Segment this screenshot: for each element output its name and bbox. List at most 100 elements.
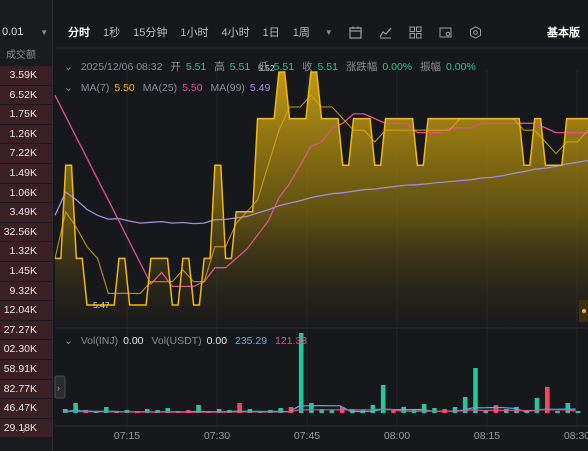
ma99-value: 5.49 xyxy=(249,82,271,94)
tab-1w[interactable]: 1周 xyxy=(292,27,310,39)
ma25-line xyxy=(54,95,588,288)
volume-row: ⌄ Vol(INJ) 0.00 Vol(USDT) 0.00 235.29 121.… xyxy=(64,335,312,347)
scroll-handle[interactable]: › xyxy=(54,375,66,399)
time-axis-label: 08:15 xyxy=(473,430,501,442)
volume-bar xyxy=(237,403,242,413)
turnover-row: 1.45K xyxy=(0,261,52,282)
volume-bar xyxy=(534,398,540,413)
vol-ma-a-value: 235.29 xyxy=(234,335,268,347)
turnover-row: 9.32K xyxy=(0,281,52,302)
tab-4h[interactable]: 4小时 xyxy=(221,27,250,39)
compare-icon[interactable] xyxy=(439,25,453,39)
turnover-row: 02.30K xyxy=(0,340,52,360)
volume-bar xyxy=(380,385,386,413)
ma25-label: MA(25) xyxy=(142,82,178,94)
vol-collapse-icon[interactable]: ⌄ xyxy=(64,335,73,347)
tab-1h[interactable]: 1小时 xyxy=(180,27,209,39)
volume-bar xyxy=(145,409,150,413)
chevron-right-icon[interactable]: › xyxy=(22,423,26,437)
settings-icon[interactable] xyxy=(469,25,483,39)
turnover-row: 27.27K xyxy=(0,320,52,341)
volume-bar xyxy=(370,405,376,413)
tab-1s[interactable]: 1秒 xyxy=(103,27,121,39)
indicator-icon[interactable] xyxy=(379,25,393,39)
time-axis-label: 08:30 xyxy=(563,430,588,442)
volume-bar xyxy=(473,368,478,413)
close-value: 5.51 xyxy=(317,61,338,73)
svg-text:›: › xyxy=(57,383,60,393)
more-intervals-icon[interactable]: ▼ xyxy=(324,27,333,37)
vol-inj-label: Vol(INJ) xyxy=(80,335,119,347)
tab-15m[interactable]: 15分钟 xyxy=(133,27,168,39)
turnover-row: 46.47K xyxy=(0,399,52,419)
tab-1d[interactable]: 1日 xyxy=(262,27,280,39)
collapse-chevron-icon[interactable]: ⌄ xyxy=(64,61,73,73)
vol-ma-b-value: 121.33 xyxy=(275,335,308,347)
change-label: 涨跌幅 xyxy=(345,61,378,73)
volume-bar xyxy=(298,333,304,413)
turnover-row: 7.22K xyxy=(0,144,52,164)
ma99-label: MA(99) xyxy=(210,82,245,94)
tab-timeline[interactable]: 分时 xyxy=(68,27,90,39)
volume-bar xyxy=(483,410,489,413)
turnover-row: 12.04K xyxy=(0,301,52,321)
vol-usdt-label: Vol(USDT) xyxy=(151,335,202,347)
left-panel: 0.01 ▼ 成交额 3.59K 6.52K 1.75K 1.26K 7.22K 1.49… xyxy=(0,0,53,451)
volume-bar xyxy=(575,411,581,413)
turnover-row: 1.26K xyxy=(0,124,52,145)
ma-row: ⌄ MA(7) 5.50 MA(25) 5.50 MA(99) 5.49 xyxy=(64,82,275,94)
volume-ma-line-b xyxy=(62,408,576,413)
high-value: 5.51 xyxy=(229,61,251,73)
volume-bar xyxy=(565,403,571,413)
ohlc-date: 2025/12/06 08:32 xyxy=(80,61,163,73)
chevron-down-icon: ▼ xyxy=(40,27,48,37)
time-axis-label: 08:00 xyxy=(383,430,411,442)
volume-bar xyxy=(309,403,314,413)
open-label: 开 xyxy=(170,61,181,73)
time-axis-label: 07:15 xyxy=(113,430,141,442)
interval-toolbar: 分时 1秒 15分钟 1小时 4小时 1日 1周 ▼ 基本版 xyxy=(55,18,588,46)
amplitude-value: 0.00% xyxy=(446,61,476,73)
volume-ma-line-a xyxy=(62,404,576,413)
time-axis-label: 07:30 xyxy=(203,430,231,442)
turnover-list: 3.59K 6.52K 1.75K 1.26K 7.22K 1.49K 1.06K 3.49K… xyxy=(0,66,52,439)
high-marker-label: 5.52 xyxy=(258,63,275,73)
turnover-row: 29.18K xyxy=(0,418,52,439)
volume-bar xyxy=(555,411,560,413)
volume-bar xyxy=(452,407,458,413)
vol-inj-value: 0.00 xyxy=(123,335,144,347)
turnover-row: 6.52K xyxy=(0,85,52,106)
basic-version-button[interactable]: 基本版 xyxy=(547,27,580,39)
ma7-label: MA(7) xyxy=(80,82,110,94)
low-marker-label: 5.47 xyxy=(93,300,110,310)
amplitude-label: 振幅 xyxy=(420,61,442,73)
turnover-row: 1.49K xyxy=(0,163,52,184)
time-axis: 07:15 07:30 07:45 08:00 08:15 08:30 xyxy=(55,430,588,446)
volume-bar xyxy=(165,408,171,413)
volume-bar xyxy=(421,404,427,413)
price-area-fill xyxy=(55,72,588,326)
low-value: 5.51 xyxy=(273,61,295,73)
ma99-line xyxy=(54,159,588,225)
turnover-row: 3.49K xyxy=(0,203,52,223)
volume-bar xyxy=(196,405,201,413)
ma-collapse-icon[interactable]: ⌄ xyxy=(64,82,73,94)
turnover-row: 3.59K xyxy=(0,66,52,86)
volume-bar xyxy=(319,409,324,413)
volume-bar xyxy=(329,410,335,413)
turnover-row: 1.32K xyxy=(0,242,52,262)
ohlc-row: ⌄ 2025/12/06 08:32 开 5.51 高 5.51 低 5.51 收 5.… xyxy=(64,59,481,74)
high-label: 高 xyxy=(214,61,225,73)
ma25-value: 5.50 xyxy=(182,82,203,94)
close-label: 收 xyxy=(301,61,313,73)
calendar-icon[interactable] xyxy=(349,25,363,39)
time-axis-label: 07:45 xyxy=(293,430,321,442)
grid-icon[interactable] xyxy=(409,25,423,39)
turnover-header: 成交额 xyxy=(6,50,36,61)
turnover-row: 1.06K xyxy=(0,183,52,204)
left-panel-top[interactable]: 0.01 ▼ xyxy=(0,22,52,42)
volume-bar xyxy=(391,409,396,413)
vol-usdt-value: 0.00 xyxy=(206,335,228,347)
volume-bar xyxy=(73,403,78,413)
